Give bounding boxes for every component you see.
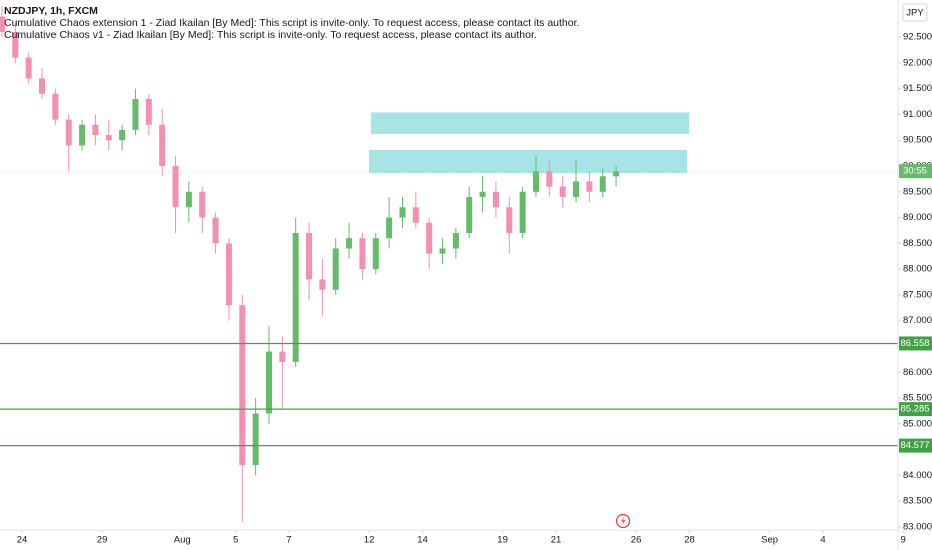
x-tick-label: 29 (97, 535, 108, 546)
candle-body (599, 176, 606, 192)
indicator-label: Cumulative Chaos extension 1 - Ziad Ikai… (4, 17, 579, 29)
x-tick-label: 19 (497, 535, 508, 546)
candle-body (532, 171, 539, 192)
y-tick-label: 85.000 (903, 418, 932, 429)
x-tick-label: 7 (286, 535, 291, 546)
candle-body (546, 171, 553, 187)
candle-body (426, 222, 433, 254)
y-tick-label: 87.000 (903, 315, 932, 326)
candle-body (185, 191, 192, 208)
x-tick-label: 9 (900, 535, 905, 546)
candle-body (412, 207, 419, 223)
y-tick-label: 91.000 (903, 109, 932, 120)
y-tick-label: 84.000 (903, 470, 932, 481)
zone (369, 150, 687, 174)
x-tick-label: 28 (684, 535, 695, 546)
level-label-box (899, 402, 932, 417)
x-tick-label: 5 (233, 535, 238, 546)
y-tick-label: 86.000 (903, 367, 932, 378)
candle-body (306, 233, 313, 280)
y-tick-label: 87.500 (903, 289, 932, 300)
y-tick-label: 92.500 (903, 32, 932, 43)
candle-body (466, 196, 473, 234)
candle-body (346, 238, 353, 249)
candle-body (292, 233, 299, 362)
candle-body (613, 171, 620, 177)
candle-body (492, 191, 499, 208)
candle-body (399, 207, 406, 218)
candle-body (79, 124, 86, 146)
candle-body (372, 238, 379, 270)
alert-icon[interactable] (615, 513, 631, 529)
candle-body (265, 351, 272, 414)
level-label-box (899, 438, 932, 453)
x-tick-label: 24 (17, 535, 28, 546)
level-label: 84.577 (900, 440, 929, 451)
zone (371, 112, 689, 135)
y-tick-label: 92.000 (903, 57, 932, 68)
candle-body (119, 129, 126, 141)
candle-body (319, 279, 326, 290)
candle-body (145, 98, 152, 125)
symbol-title: NZDJPY, 1h, FXCM (4, 5, 98, 17)
candle-body (386, 217, 393, 239)
countdown-box (899, 164, 932, 179)
y-tick-label: 89.000 (903, 212, 932, 223)
candle-body (159, 124, 166, 167)
indicator-label: Cumulative Chaos v1 - Ziad Ikailan [By M… (4, 29, 537, 41)
x-tick-label: 21 (551, 535, 562, 546)
y-tick-label: 83.500 (903, 496, 932, 507)
candle-body (25, 57, 32, 79)
candle-body (452, 233, 459, 249)
x-tick-label: 12 (364, 535, 375, 546)
candle-body (479, 191, 486, 197)
candle-body (12, 31, 19, 58)
plot-area (0, 6, 898, 522)
x-tick-label: 14 (417, 535, 428, 546)
candle-body (506, 207, 513, 234)
candle-body (279, 351, 286, 362)
candle-body (439, 248, 446, 254)
candle-body (39, 78, 46, 94)
candle-body (105, 135, 112, 141)
y-tick-label: 88.500 (903, 238, 932, 249)
level-label-box (899, 336, 932, 351)
candle-body (0, 16, 5, 32)
x-tick-label: 4 (820, 535, 825, 546)
y-tick-label: 83.000 (903, 521, 932, 532)
candle-body (519, 191, 526, 234)
candle-body (212, 217, 219, 244)
candle-body (92, 124, 99, 136)
currency-label[interactable]: JPY (906, 8, 924, 19)
x-tick-label: Aug (174, 535, 191, 546)
x-tick-label: Sep (761, 535, 778, 546)
x-tick-label: 26 (631, 535, 642, 546)
candle-body (586, 181, 593, 192)
y-tick-label: 85.500 (903, 393, 932, 404)
level-label: 85.285 (900, 404, 929, 415)
currency-box[interactable] (902, 3, 928, 22)
candle-body (359, 238, 366, 270)
y-tick-label: 90.500 (903, 135, 932, 146)
candle-body (252, 413, 259, 466)
candle-body (52, 93, 59, 120)
candle-body (225, 243, 232, 306)
y-tick-label: 89.500 (903, 186, 932, 197)
candle-body (132, 98, 139, 130)
candle-body (332, 248, 339, 290)
candle-body (172, 166, 179, 208)
level-label: 86.558 (900, 338, 929, 349)
candle-body (573, 181, 580, 197)
candle-body (559, 186, 566, 197)
countdown-label: 30:55 (903, 166, 927, 177)
y-tick-label: 91.500 (903, 83, 932, 94)
candle-body (65, 119, 72, 146)
candle-body (199, 191, 206, 218)
candle-body (239, 305, 246, 466)
y-tick-label: 88.000 (903, 264, 932, 275)
